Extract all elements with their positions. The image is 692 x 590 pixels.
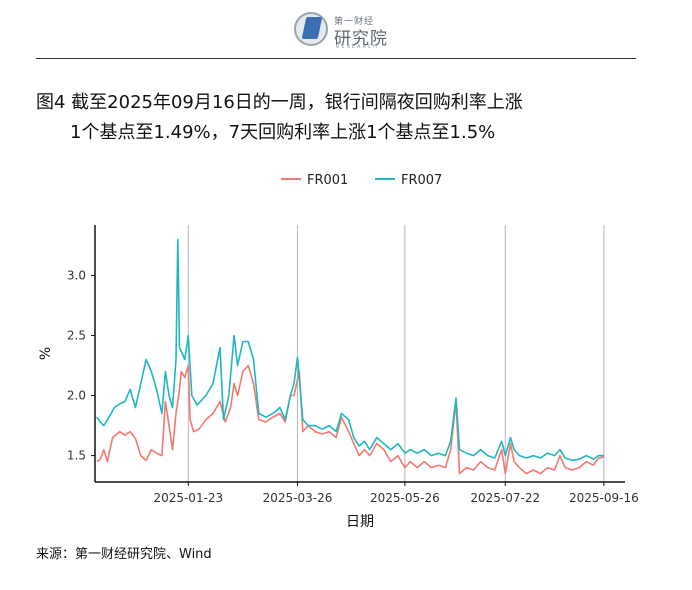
logo-institute-text: 研究院 xyxy=(334,29,388,49)
source-note: 来源：第一财经研究院、Wind xyxy=(36,547,212,562)
y-tick-label: 2.0 xyxy=(67,389,86,403)
logo-brand-text: 第一财经 xyxy=(334,17,375,27)
figure-title-line1: 图4 截至2025年09月16日的一周，银行间隔夜回购利率上涨 xyxy=(36,92,523,113)
x-tick-label: 2025-03-26 xyxy=(263,491,333,505)
x-tick-label: 2025-07-22 xyxy=(470,491,540,505)
logo-research-text: RESEARCH xyxy=(336,44,379,50)
y-tick-label: 1.5 xyxy=(67,449,86,463)
series-line-fr007 xyxy=(96,238,604,462)
x-tick-label: 2025-09-16 xyxy=(569,491,639,505)
x-tick-label: 2025-01-23 xyxy=(153,491,223,505)
figure-title-line2: 1个基点至1.49%，7天回购利率上涨1个基点至1.5% xyxy=(70,122,496,143)
series-line-fr001 xyxy=(96,364,605,475)
legend-label-fr007: FR007 xyxy=(401,173,442,188)
y-tick-label: 2.5 xyxy=(67,328,86,342)
y-tick-label: 3.0 xyxy=(67,268,86,282)
legend-label-fr001: FR001 xyxy=(307,173,348,188)
research-institute-logo: 第一财经 研究院 RESEARCH xyxy=(294,8,404,52)
y-axis-title: % xyxy=(38,347,54,360)
x-tick-label: 2025-05-26 xyxy=(370,491,440,505)
header-divider xyxy=(36,58,636,59)
x-axis-title: 日期 xyxy=(346,514,374,530)
